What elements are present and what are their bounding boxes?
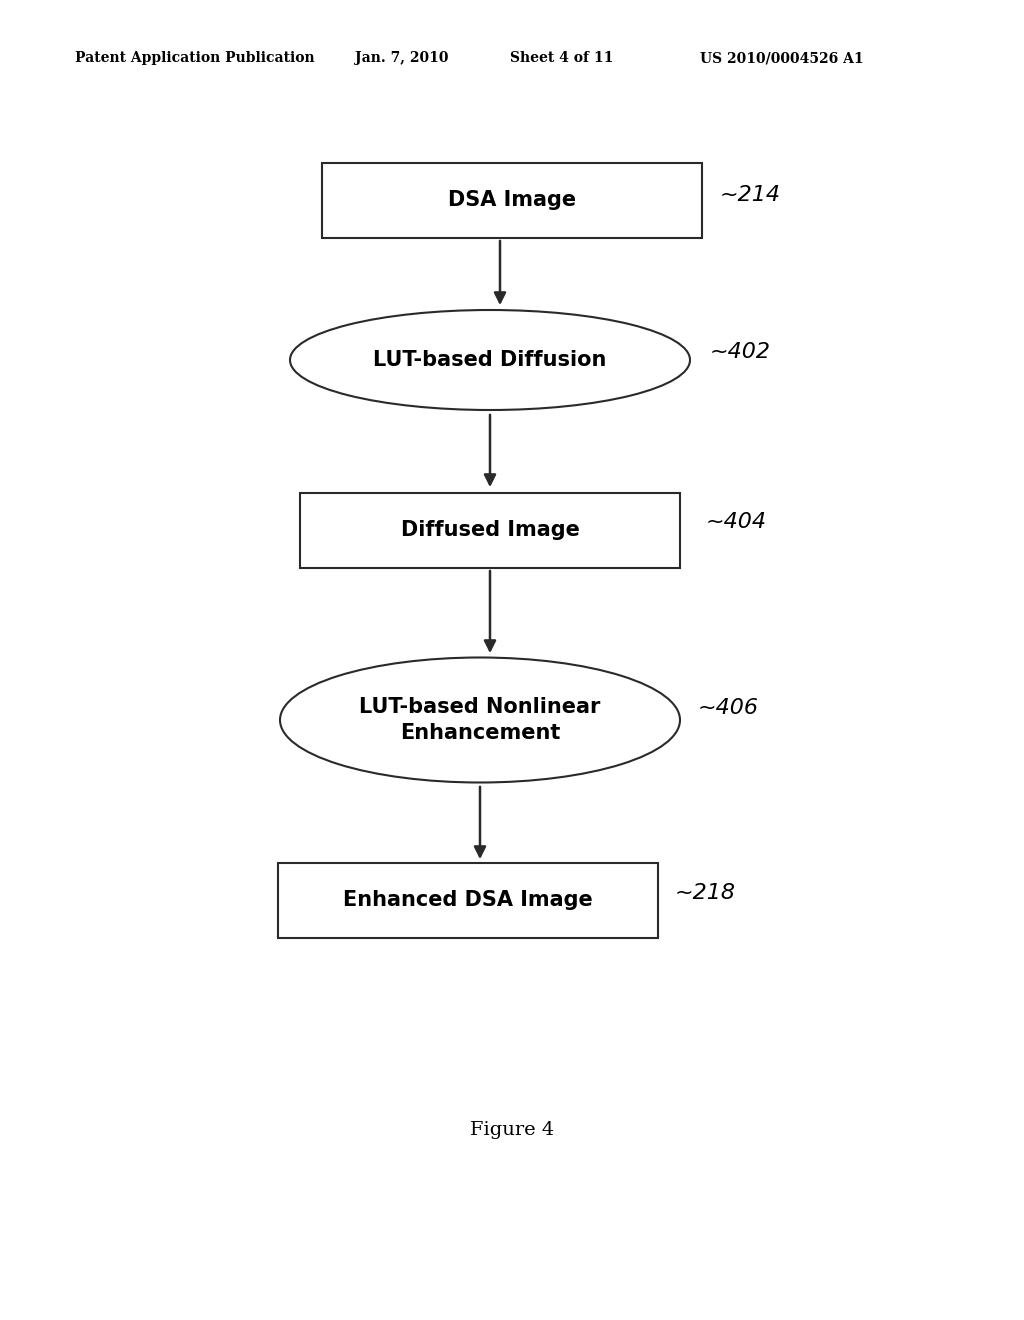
Text: DSA Image: DSA Image [447,190,577,210]
Text: Figure 4: Figure 4 [470,1121,554,1139]
Text: Diffused Image: Diffused Image [400,520,580,540]
Text: Enhanced DSA Image: Enhanced DSA Image [343,890,593,909]
FancyBboxPatch shape [300,492,680,568]
Text: LUT-based Diffusion: LUT-based Diffusion [374,350,606,370]
FancyBboxPatch shape [322,162,702,238]
Text: Jan. 7, 2010: Jan. 7, 2010 [355,51,449,65]
FancyBboxPatch shape [278,862,658,937]
Text: ~406: ~406 [698,698,759,718]
Ellipse shape [290,310,690,411]
Ellipse shape [280,657,680,783]
Text: ~218: ~218 [675,883,736,903]
Text: ~404: ~404 [706,512,767,532]
Text: ~214: ~214 [720,185,781,205]
Text: LUT-based Nonlinear
Enhancement: LUT-based Nonlinear Enhancement [359,697,601,743]
Text: ~402: ~402 [710,342,771,362]
Text: Patent Application Publication: Patent Application Publication [75,51,314,65]
Text: US 2010/0004526 A1: US 2010/0004526 A1 [700,51,863,65]
Text: Sheet 4 of 11: Sheet 4 of 11 [510,51,613,65]
